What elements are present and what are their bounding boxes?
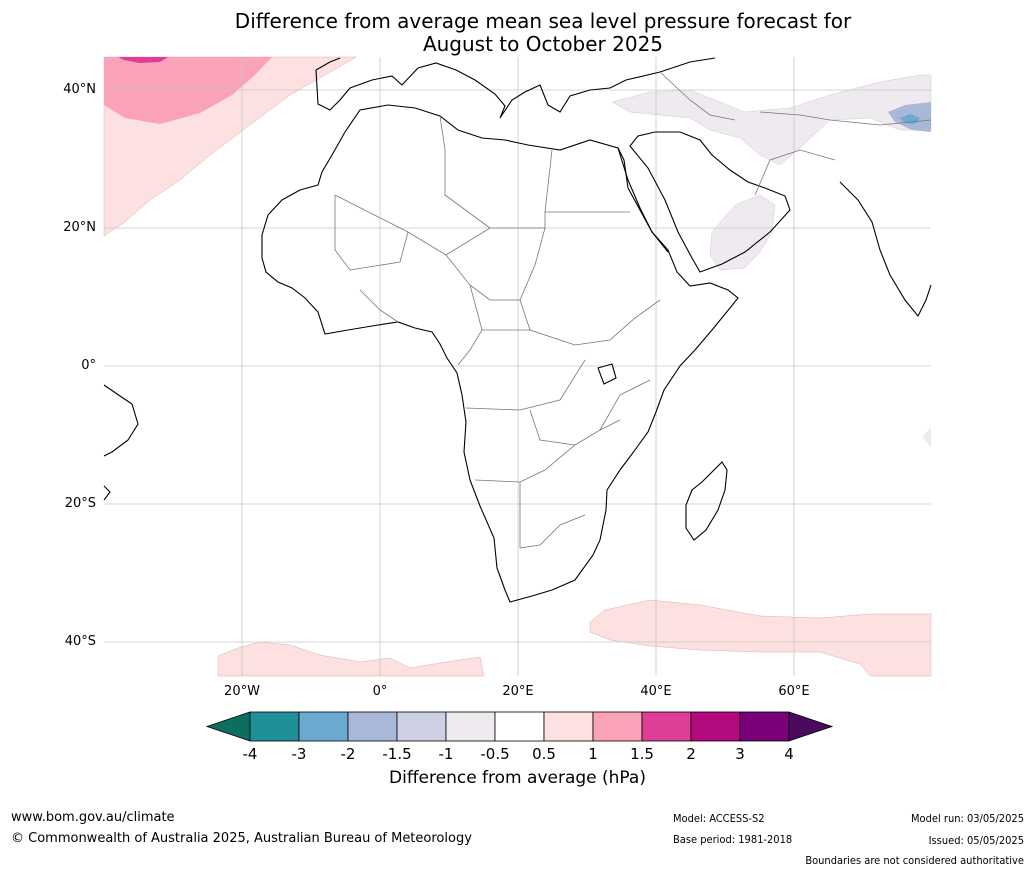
- colorbar-tick-label: 1: [588, 745, 598, 763]
- anomaly-south-indian: [589, 599, 932, 677]
- colorbar-segment: [249, 711, 300, 742]
- colorbar-tick-label: -1.5: [382, 745, 412, 763]
- colorbar-segment: [641, 711, 692, 742]
- colorbar-tick-label: 1.5: [630, 745, 654, 763]
- colorbar-segment: [690, 711, 741, 742]
- lat-label-0: 0°: [81, 358, 96, 373]
- footer-disclaimer: Boundaries are not considered authoritat…: [805, 854, 1024, 867]
- lat-label-20s: 20°S: [64, 496, 96, 511]
- colorbar-segment: [445, 711, 496, 742]
- europe-coastline: [315, 57, 716, 119]
- footer-model-run: Model run: 03/05/2025: [911, 812, 1024, 825]
- footer-base-period: Base period: 1981-2018: [673, 833, 793, 846]
- colorbar-extend-high: [788, 711, 834, 742]
- lat-label-20n: 20°N: [63, 220, 96, 235]
- colorbar-segment: [543, 711, 594, 742]
- coastlines: [103, 57, 932, 603]
- colorbar-tick-label: 4: [784, 745, 794, 763]
- chart-title: Difference from average mean sea level p…: [0, 10, 1035, 56]
- colorbar-segment: [347, 711, 398, 742]
- lat-label-40s: 40°S: [64, 634, 96, 649]
- footer-model: Model: ACCESS-S2: [673, 812, 765, 825]
- colorbar: [205, 711, 834, 742]
- lat-label-40n: 40°N: [63, 82, 96, 97]
- lake-victoria: [597, 363, 617, 385]
- footer-copyright: © Commonwealth of Australia 2025, Austra…: [11, 831, 472, 846]
- footer-issued: Issued: 05/05/2025: [928, 834, 1024, 847]
- anomaly-ne-atlantic-strong: [118, 57, 168, 63]
- africa-coastline: [261, 104, 739, 603]
- madagascar-coastline: [685, 461, 728, 541]
- lon-label-60e: 60°E: [778, 684, 810, 699]
- colorbar-tick-label: -4: [242, 745, 258, 763]
- colorbar-tick-label: 0.5: [532, 745, 556, 763]
- colorbar-tick-label: -1: [438, 745, 454, 763]
- colorbar-segment: [592, 711, 643, 742]
- anomaly-middle-east-weak: [611, 74, 932, 166]
- colorbar-tick-label: -3: [291, 745, 307, 763]
- anomaly-shading: [103, 56, 932, 677]
- colorbar-tick-label: 2: [686, 745, 696, 763]
- arabia-coastline: [629, 131, 791, 273]
- colorbar-segment: [739, 711, 790, 742]
- anomaly-east-indian: [922, 427, 931, 447]
- title-line-1: Difference from average mean sea level p…: [234, 9, 852, 33]
- colorbar-segment: [494, 711, 545, 742]
- colorbar-tick-label: 3: [735, 745, 745, 763]
- south-america-coastline: [103, 384, 139, 501]
- lon-label-20e: 20°E: [502, 684, 534, 699]
- lon-label-40e: 40°E: [640, 684, 672, 699]
- india-coastline: [839, 181, 932, 318]
- colorbar-tick-label: -0.5: [480, 745, 510, 763]
- anomaly-arabia-weak: [709, 194, 776, 271]
- colorbar-segment: [298, 711, 349, 742]
- colorbar-segment: [396, 711, 447, 742]
- colorbar-tick-label: -2: [340, 745, 356, 763]
- colorbar-extend-low: [205, 711, 251, 742]
- anomaly-ne-atlantic-medium: [104, 57, 272, 124]
- colorbar-label: Difference from average (hPa): [389, 768, 646, 788]
- title-line-2: August to October 2025: [422, 32, 664, 56]
- lon-label-20w: 20°W: [224, 684, 260, 699]
- footer-website: www.bom.gov.au/climate: [11, 810, 175, 825]
- country-borders: [334, 71, 932, 549]
- red-sea-west: [617, 147, 669, 253]
- lon-label-0: 0°: [372, 684, 388, 699]
